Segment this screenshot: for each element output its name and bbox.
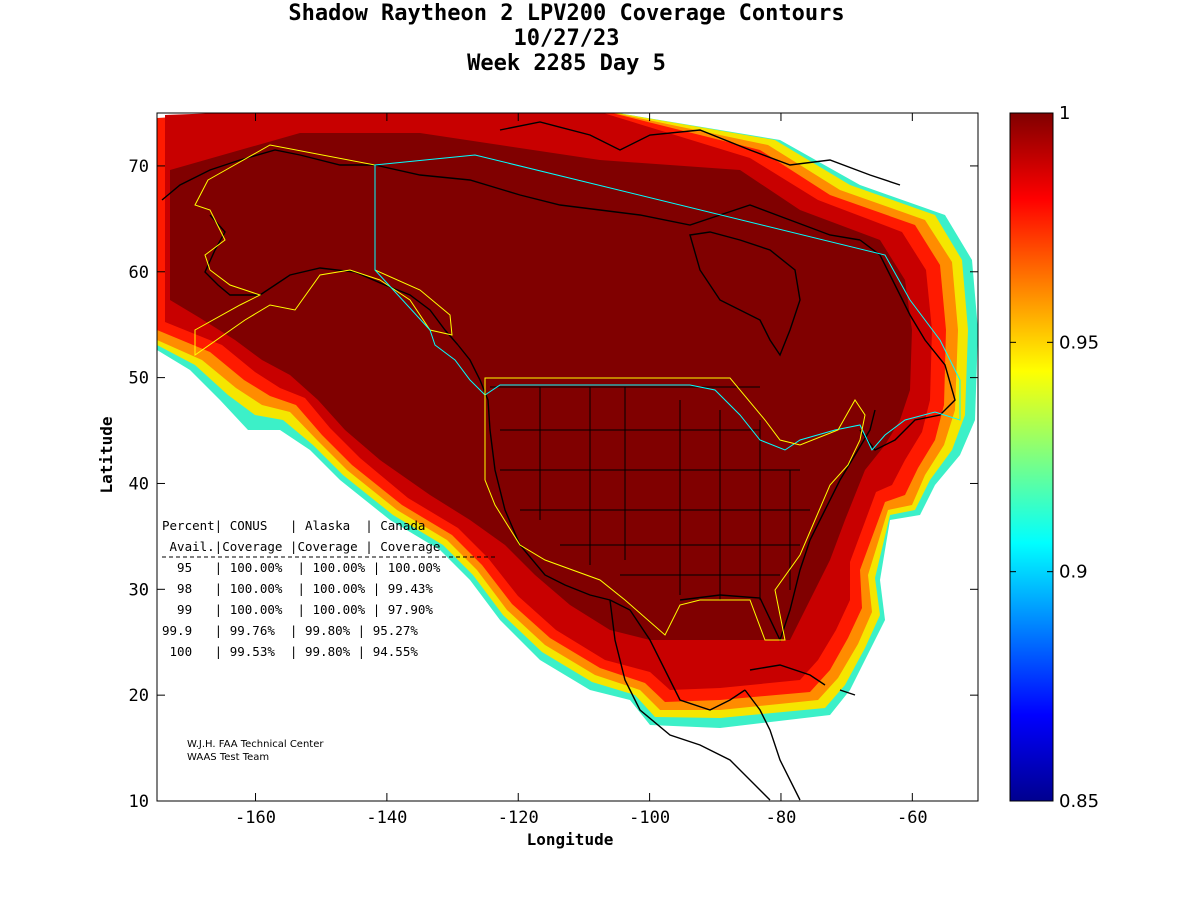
x-tick-label: -80 <box>766 808 797 828</box>
map-title-week: Week 2285 Day 5 <box>467 51 666 76</box>
y-tick-label: 20 <box>129 686 149 706</box>
map-title-line-1: Shadow Raytheon 2 LPV200 Coverage Contou… <box>288 1 845 26</box>
x-tick-label: -120 <box>498 808 539 828</box>
coastline-us-west <box>457 344 611 601</box>
colorbar-tick-label: 0.9 <box>1059 562 1088 583</box>
credit-line-2: WAAS Test Team <box>187 752 269 763</box>
conus-boundary-yellow <box>484 377 866 641</box>
canada-boundary-cyan <box>374 154 961 451</box>
colorbar-tick-label: 0.85 <box>1059 791 1099 812</box>
colorbar <box>1009 112 1054 802</box>
y-tick-label: 30 <box>129 580 149 600</box>
x-tick-label: -100 <box>629 808 670 828</box>
coastline-mexico-central <box>609 599 801 801</box>
y-tick-label: 60 <box>129 263 149 283</box>
colorbar-tick-label: 0.95 <box>1059 332 1099 353</box>
table-row: 100 | 99.53% | 99.80% | 94.55% <box>162 644 418 659</box>
y-tick-label: 40 <box>129 474 149 494</box>
x-axis-label: Longitude <box>527 830 614 849</box>
y-axis-label: Latitude <box>97 416 116 493</box>
x-tick-label: -140 <box>366 808 407 828</box>
coverage-contours <box>157 113 978 728</box>
coverage-boundaries <box>194 144 961 641</box>
coastline-hudson-bay <box>689 231 801 357</box>
coastline-labrador <box>859 239 956 451</box>
table-row: 95 | 100.00% | 100.00% | 100.00% <box>162 560 441 575</box>
x-tick-label: -160 <box>235 808 276 828</box>
x-axis-ticks: -160 -140 -120 -100 -80 -60 <box>235 113 928 828</box>
coastline-canada-arctic <box>374 121 901 241</box>
coastline-caribbean <box>749 664 856 696</box>
table-header-row-2: Avail.|Coverage |Coverage | Coverage <box>162 539 440 554</box>
credit-line-1: W.J.H. FAA Technical Center <box>187 739 324 750</box>
coastlines <box>161 121 956 801</box>
coastline-alaska <box>161 149 459 346</box>
alaska-boundary-yellow <box>194 144 453 356</box>
x-tick-label: -60 <box>897 808 928 828</box>
coverage-stats-table: Percent| CONUS | Alaska | Canada Avail.|… <box>162 518 498 659</box>
y-axis-ticks: 10 20 30 40 50 60 70 <box>129 157 978 812</box>
colorbar-ticks: 1 0.95 0.9 0.85 <box>1010 103 1099 812</box>
y-tick-label: 70 <box>129 157 149 177</box>
y-tick-label: 50 <box>129 369 149 389</box>
y-tick-label: 10 <box>129 792 149 812</box>
colorbar-tick-label: 1 <box>1059 103 1070 124</box>
coastline-gulf-east <box>609 409 876 711</box>
table-row: 99.9 | 99.76% | 99.80% | 95.27% <box>162 623 418 638</box>
table-row: 99 | 100.00% | 100.00% | 97.90% <box>162 602 433 617</box>
state-lines-conus <box>490 386 810 600</box>
axes-frame <box>156 112 979 802</box>
table-row: 98 | 100.00% | 100.00% | 99.43% <box>162 581 433 596</box>
map-title-date: 10/27/23 <box>513 26 620 51</box>
table-header-row-1: Percent| CONUS | Alaska | Canada <box>162 518 425 533</box>
